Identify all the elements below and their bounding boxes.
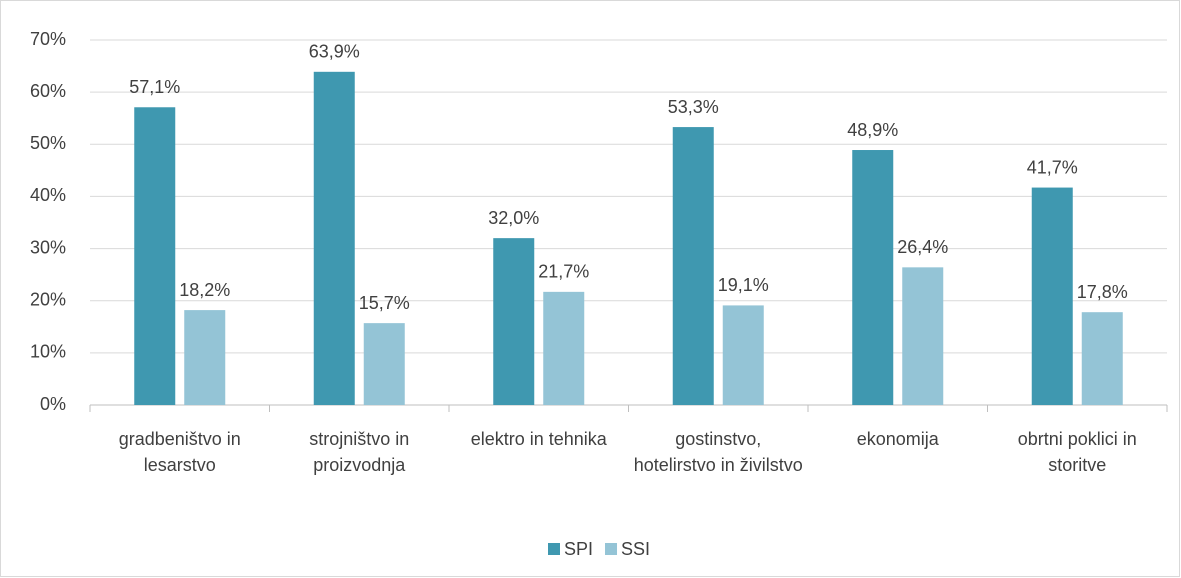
bar [1031, 187, 1073, 405]
bar [722, 305, 764, 405]
data-label: 48,9% [847, 120, 898, 140]
data-label: 57,1% [129, 77, 180, 97]
legend-swatch [548, 543, 560, 555]
data-label: 63,9% [309, 42, 360, 62]
y-tick-label: 30% [30, 237, 66, 257]
legend-label: SSI [621, 539, 650, 559]
bar [493, 238, 535, 405]
bar [543, 291, 585, 405]
data-label: 18,2% [179, 280, 230, 300]
data-label: 41,7% [1027, 157, 1078, 177]
legend-label: SPI [564, 539, 593, 559]
x-tick-label: gradbeništvo in lesarstvo [119, 429, 241, 475]
bar [313, 71, 355, 406]
data-label: 21,7% [538, 262, 589, 282]
bar [134, 107, 176, 405]
data-label: 53,3% [668, 97, 719, 117]
y-tick-label: 60% [30, 81, 66, 101]
data-label: 32,0% [488, 208, 539, 228]
bar [1081, 312, 1123, 405]
x-tick-label: ekonomija [857, 429, 940, 449]
data-label: 17,8% [1077, 282, 1128, 302]
y-tick-label: 70% [30, 29, 66, 49]
data-label: 15,7% [359, 293, 410, 313]
x-tick-label: gostinstvo, hotelirstvo in živilstvo [634, 429, 803, 475]
bar [184, 310, 226, 405]
y-tick-label: 50% [30, 133, 66, 153]
y-tick-label: 20% [30, 289, 66, 309]
x-tick-label: elektro in tehnika [471, 429, 608, 449]
legend-swatch [605, 543, 618, 555]
x-tick-label: strojništvo in proizvodnja [309, 429, 409, 475]
data-label: 26,4% [897, 237, 948, 257]
data-label: 19,1% [718, 275, 769, 295]
bar [852, 150, 894, 405]
bar [363, 323, 405, 405]
y-tick-label: 40% [30, 185, 66, 205]
bar [902, 267, 944, 405]
bar [672, 127, 714, 405]
y-tick-label: 10% [30, 342, 66, 362]
y-tick-label: 0% [40, 394, 66, 414]
x-tick-label: obrtni poklici in storitve [1018, 429, 1137, 475]
